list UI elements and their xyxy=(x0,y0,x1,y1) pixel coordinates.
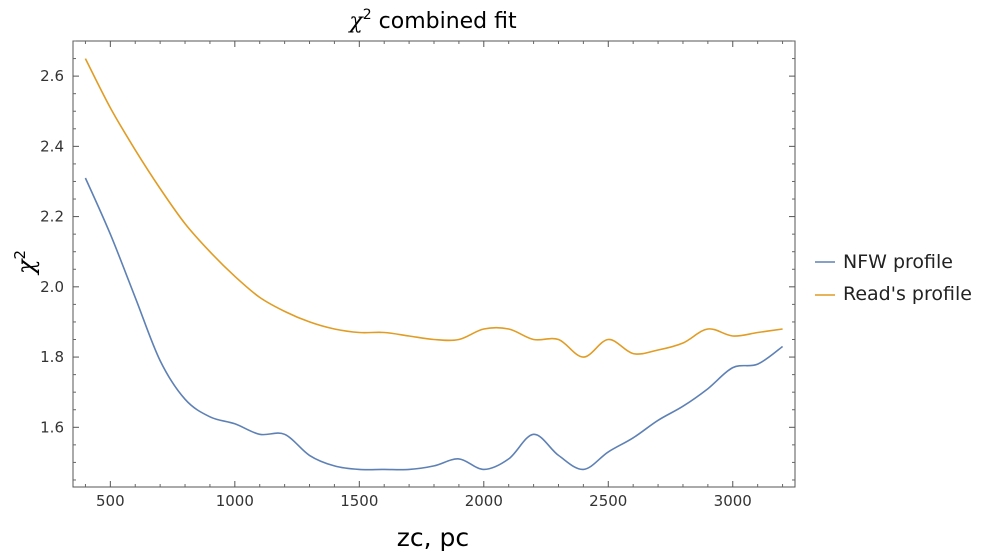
chart-title-rest: combined fit xyxy=(372,9,517,34)
series-line-nfw xyxy=(84,177,784,471)
legend: NFW profile Read's profile xyxy=(815,251,972,305)
legend-label-read: Read's profile xyxy=(843,283,972,305)
y-tick-label: 2.0 xyxy=(40,278,64,296)
series-line-read xyxy=(84,58,783,358)
x-axis-label: zc, pc xyxy=(397,523,469,552)
ticks-layer: 500 1000 1500 2000 2500 3000 1.6 1.8 2.0 2.2 2.4 2.… xyxy=(40,40,795,510)
y-axis-label-symbol: χ xyxy=(12,258,40,276)
chart-title: χ2 combined fit xyxy=(347,7,517,34)
y-tick-label: 2.2 xyxy=(40,208,64,226)
x-tick-label: 2500 xyxy=(589,492,627,510)
y-tick-label: 1.6 xyxy=(40,418,64,436)
x-tick-label: 500 xyxy=(96,492,125,510)
y-axis-label: χ2 xyxy=(11,250,40,276)
y-axis-label-superscript: 2 xyxy=(11,250,29,260)
y-tick-label: 2.6 xyxy=(40,67,64,85)
chart-title-superscript: 2 xyxy=(363,7,372,23)
plot-frame xyxy=(72,40,796,488)
chart-title-symbol: χ xyxy=(347,9,364,34)
y-tick-label: 2.4 xyxy=(40,137,64,155)
x-tick-label: 3000 xyxy=(714,492,752,510)
x-tick-label: 1500 xyxy=(340,492,378,510)
legend-label-nfw: NFW profile xyxy=(843,251,953,273)
series-layer xyxy=(84,58,784,471)
x-tick-label: 2000 xyxy=(465,492,503,510)
y-tick-label: 1.8 xyxy=(40,348,64,366)
x-tick-label: 1000 xyxy=(216,492,254,510)
